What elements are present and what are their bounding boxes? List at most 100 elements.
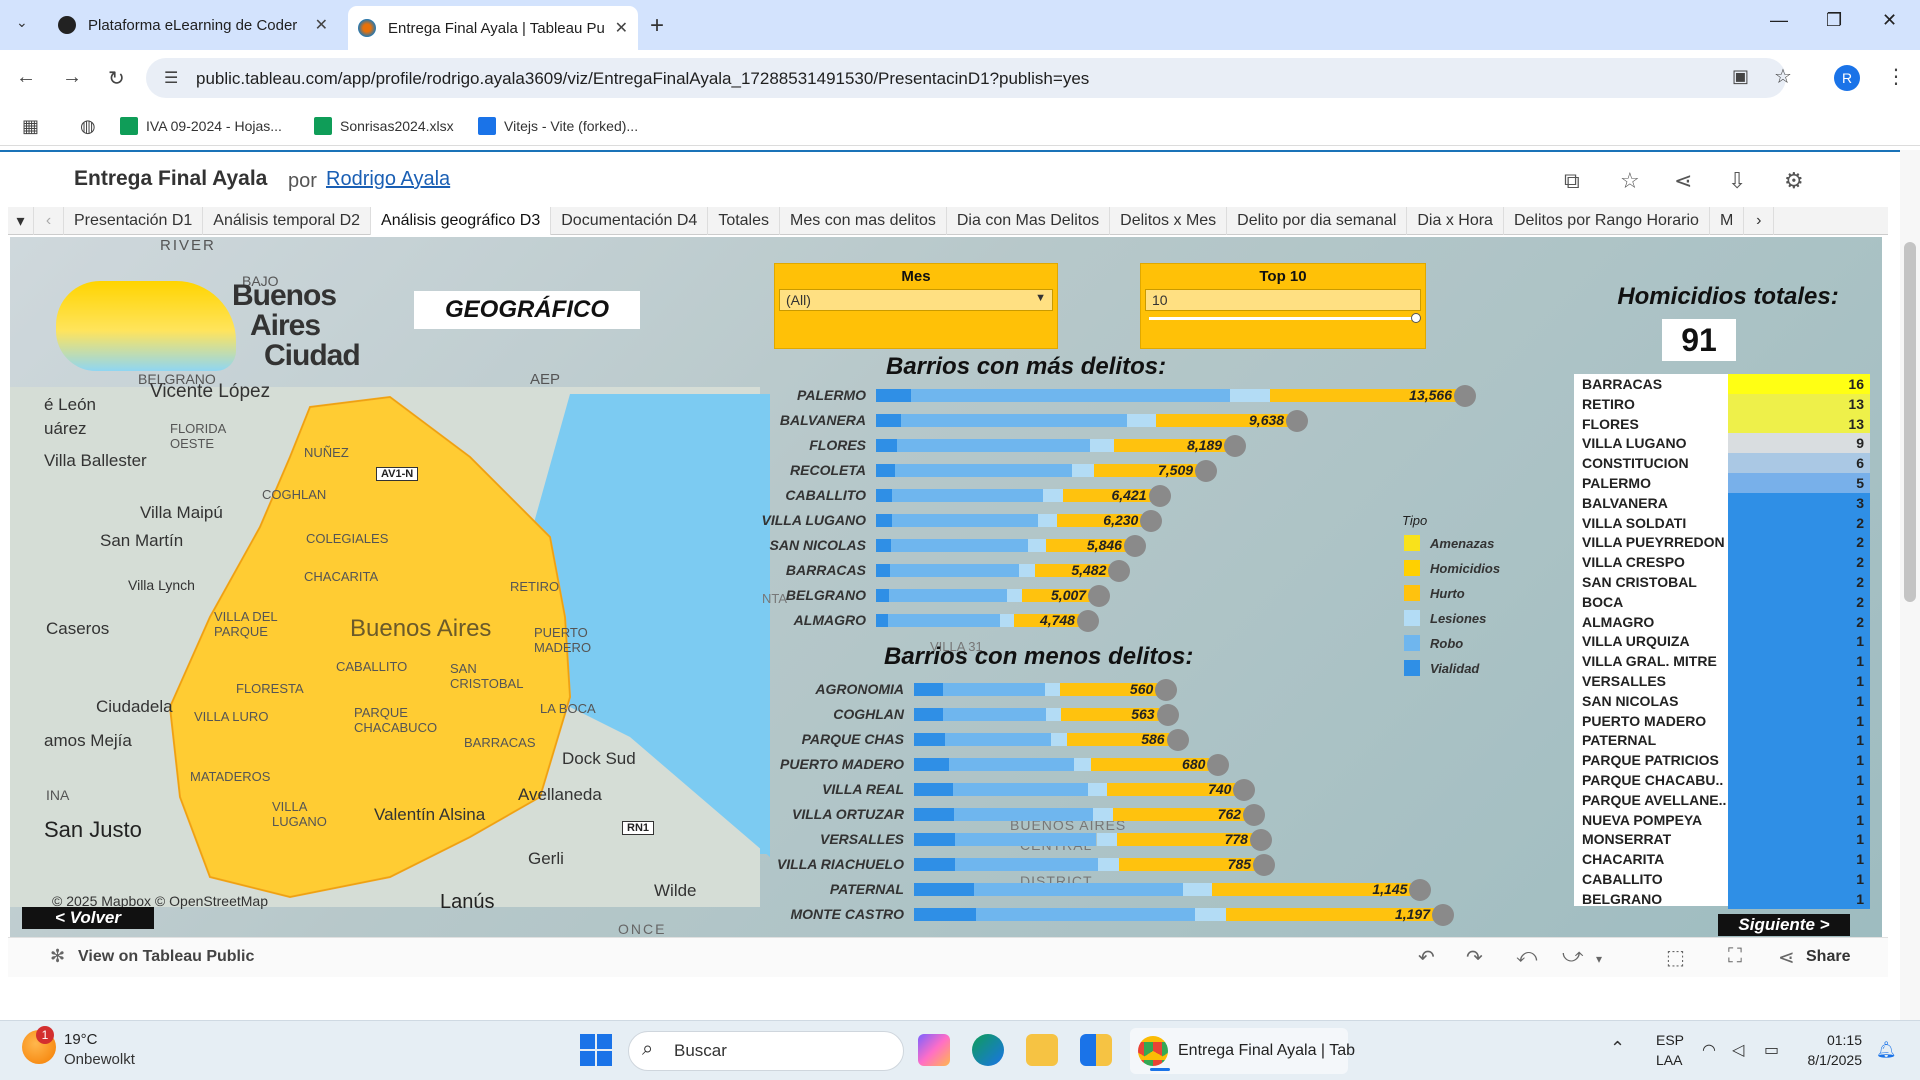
sheet-tab[interactable]: Dia con Mas Delitos	[947, 206, 1111, 235]
bar-segment[interactable]	[1118, 858, 1256, 871]
bar-end-marker[interactable]	[1249, 829, 1272, 851]
battery-icon[interactable]: ▭	[1764, 1042, 1780, 1059]
bar-segment[interactable]	[943, 683, 1046, 696]
windows-start-icon[interactable]	[580, 1034, 612, 1066]
bar-segment[interactable]	[876, 464, 896, 477]
bar-segment[interactable]	[1092, 808, 1113, 821]
sheet-tab[interactable]: Delito por dia semanal	[1227, 206, 1408, 235]
sheet-tab[interactable]: Documentación D4	[551, 206, 709, 235]
table-row[interactable]: BELGRANO 1	[1574, 888, 1870, 909]
bar-segment[interactable]	[876, 589, 889, 602]
table-row[interactable]: VILLA SOLDATI 2	[1574, 512, 1870, 533]
bar-segment[interactable]	[1098, 858, 1119, 871]
share-button[interactable]: Share	[1806, 948, 1851, 965]
bar-end-marker[interactable]	[1088, 585, 1111, 607]
table-row[interactable]: RETIRO 13	[1574, 393, 1870, 414]
file-explorer-icon[interactable]	[1026, 1034, 1058, 1066]
bar-segment[interactable]	[1018, 564, 1036, 577]
undo-icon[interactable]: ↶	[1418, 947, 1435, 969]
bar-segment[interactable]	[1038, 514, 1058, 527]
table-row[interactable]: CHACARITA 1	[1574, 849, 1870, 870]
bar-segment[interactable]	[914, 908, 977, 921]
chevron-up-icon[interactable]: ⌃	[1610, 1038, 1626, 1058]
bar-segment[interactable]	[1096, 833, 1117, 846]
sheet-tab[interactable]: Delitos por Rango Horario	[1504, 206, 1710, 235]
refresh-icon[interactable]: ⤻	[1562, 945, 1584, 967]
reload-icon[interactable]: ↻	[108, 68, 125, 90]
close-window-icon[interactable]: ✕	[1882, 10, 1898, 30]
table-row[interactable]: VILLA CRESPO 2	[1574, 552, 1870, 573]
bar-segment[interactable]	[999, 614, 1015, 627]
sheet-tab[interactable]: Mes con mas delitos	[780, 206, 947, 235]
bar-segment[interactable]	[1014, 614, 1079, 627]
bar-segment[interactable]	[876, 414, 901, 427]
bar-segment[interactable]	[891, 514, 1039, 527]
table-row[interactable]: PALERMO 5	[1574, 473, 1870, 493]
browser-tab-tableau[interactable]: Entrega Final Ayala | Tableau Pu ✕	[348, 6, 638, 50]
bar-end-marker[interactable]	[1233, 779, 1256, 801]
bar-segment[interactable]	[1116, 833, 1252, 846]
bar-segment[interactable]	[1073, 758, 1092, 771]
table-row[interactable]: BALVANERA 3	[1574, 492, 1870, 513]
bar-end-marker[interactable]	[1253, 854, 1276, 876]
bar-end-marker[interactable]	[1195, 460, 1218, 482]
bar-segment[interactable]	[1006, 589, 1022, 602]
sheet-tab[interactable]: Delitos x Mes	[1110, 206, 1228, 235]
volume-icon[interactable]: ◁	[1732, 1042, 1745, 1059]
back-icon[interactable]: ←	[16, 66, 36, 88]
powerbi-icon[interactable]	[1080, 1034, 1112, 1066]
legend-item[interactable]: Hurto	[1404, 585, 1465, 601]
bookmark-star-icon[interactable]: ☆	[1774, 66, 1792, 88]
language-indicator[interactable]: ESP	[1656, 1032, 1685, 1048]
bar-segment[interactable]	[1091, 758, 1210, 771]
globe-icon[interactable]: ◍	[80, 116, 96, 136]
fullscreen-icon[interactable]: ⛶	[1728, 945, 1742, 967]
url-text[interactable]: public.tableau.com/app/profile/rodrigo.a…	[196, 69, 1090, 88]
download-icon[interactable]: ⬚	[1666, 947, 1685, 969]
favorite-star-icon[interactable]: ☆	[1620, 168, 1640, 193]
weather-desc[interactable]: Onbewolkt	[64, 1051, 135, 1068]
table-row[interactable]: CONSTITUCION 6	[1574, 453, 1870, 474]
bar-segment[interactable]	[1057, 514, 1143, 527]
table-row[interactable]: VERSALLES 1	[1574, 671, 1870, 691]
bar-segment[interactable]	[876, 439, 897, 452]
clock-date[interactable]: 8/1/2025	[1807, 1052, 1863, 1068]
copilot-icon[interactable]	[918, 1034, 950, 1066]
share-icon[interactable]: ⋖	[1674, 168, 1693, 193]
close-tab-icon[interactable]: ✕	[614, 20, 628, 37]
sheet-list-icon[interactable]: ▾	[8, 206, 34, 235]
tab-search-icon[interactable]: ⌄	[16, 14, 28, 30]
browser-tab-coder[interactable]: Plataforma eLearning de Coder ✕	[48, 8, 338, 42]
legend-item[interactable]: Amenazas	[1404, 535, 1494, 551]
table-row[interactable]: PATERNAL 1	[1574, 730, 1870, 751]
volver-button[interactable]: < Volver	[22, 907, 154, 929]
bar-segment[interactable]	[892, 489, 1044, 502]
homicidios-table[interactable]: BARRACAS 16 RETIRO 13 FLORES 13 VILLA LUGANO 9 C…	[1574, 374, 1870, 909]
bar-segment[interactable]	[976, 908, 1195, 921]
apps-grid-icon[interactable]: ▦	[22, 116, 40, 136]
bar-segment[interactable]	[888, 589, 1007, 602]
bar-end-marker[interactable]	[1148, 485, 1171, 507]
bar-segment[interactable]	[1045, 539, 1126, 552]
settings-gear-icon[interactable]: ⚙	[1784, 168, 1804, 193]
bar-segment[interactable]	[1226, 908, 1434, 921]
table-row[interactable]: SAN CRISTOBAL 2	[1574, 572, 1870, 592]
legend-item[interactable]: Vialidad	[1404, 660, 1479, 676]
redo-icon[interactable]: ↷	[1466, 947, 1483, 969]
bar-end-marker[interactable]	[1286, 410, 1309, 432]
address-bar[interactable]	[146, 58, 1786, 98]
bar-end-marker[interactable]	[1454, 385, 1476, 407]
view-on-tableau-link[interactable]: View on Tableau Public	[78, 948, 255, 965]
bar-segment[interactable]	[1156, 414, 1289, 427]
bar-segment[interactable]	[1087, 783, 1107, 796]
bar-segment[interactable]	[914, 808, 954, 821]
table-row[interactable]: SAN NICOLAS 1	[1574, 690, 1870, 711]
bar-segment[interactable]	[973, 883, 1183, 896]
table-row[interactable]: PUERTO MADERO 1	[1574, 710, 1870, 731]
new-tab-icon[interactable]: +	[650, 12, 665, 39]
bar-segment[interactable]	[914, 883, 974, 896]
notifications-icon[interactable]: 🔔︎	[1876, 1042, 1897, 1059]
table-row[interactable]: PARQUE AVELLANE.. 1	[1574, 789, 1870, 810]
table-row[interactable]: MONSERRAT 1	[1574, 829, 1870, 850]
bar-segment[interactable]	[1043, 489, 1063, 502]
